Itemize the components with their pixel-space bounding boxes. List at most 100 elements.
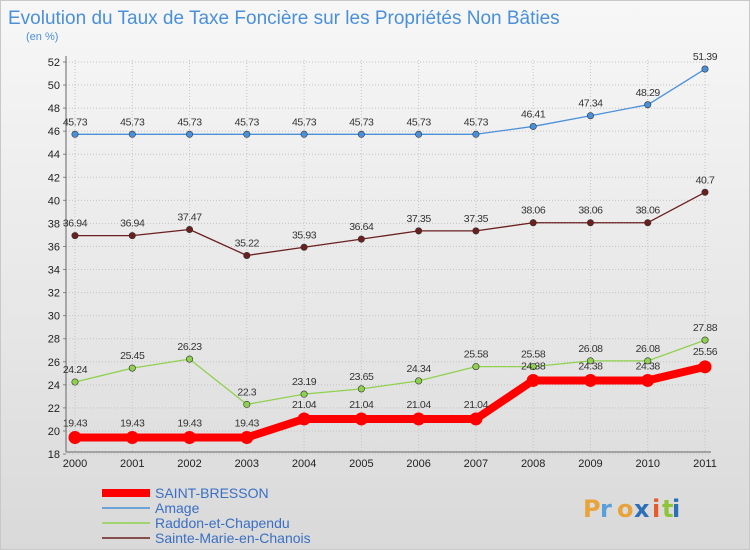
data-label: 21.04 [349, 399, 374, 411]
data-label: 26.23 [177, 341, 202, 353]
data-point [300, 130, 308, 138]
data-point [472, 363, 480, 371]
x-tick-label: 2007 [464, 458, 488, 470]
data-label: 21.04 [464, 399, 489, 411]
data-point [412, 412, 426, 426]
y-tick-label: 42 [48, 172, 60, 184]
y-axis-unit: (en %) [26, 31, 58, 43]
data-label: 35.93 [292, 229, 317, 241]
y-tick-label: 44 [48, 149, 60, 161]
data-label: 22.3 [237, 386, 256, 398]
data-label: 45.73 [464, 116, 489, 128]
data-point [300, 243, 308, 251]
x-tick-label: 2010 [635, 458, 659, 470]
data-label: 45.73 [292, 116, 317, 128]
data-point [243, 251, 251, 259]
logo-letter: r [600, 495, 612, 523]
logo-letter: x [634, 495, 650, 523]
data-label: 38.06 [521, 205, 546, 217]
legend-label-2: Raddon-et-Chapendu [155, 515, 290, 531]
data-point [644, 101, 652, 109]
data-label: 45.73 [177, 116, 202, 128]
y-tick-label: 46 [48, 126, 60, 138]
data-label: 35.22 [235, 237, 260, 249]
data-point [586, 357, 594, 365]
data-point [125, 431, 139, 445]
y-tick-label: 30 [48, 311, 60, 323]
y-tick-label: 20 [48, 426, 60, 438]
data-label: 48.29 [636, 87, 661, 99]
data-label: 23.65 [349, 371, 374, 383]
data-label: 47.34 [578, 98, 603, 110]
data-point [300, 390, 308, 398]
data-label: 38.06 [578, 205, 603, 217]
data-label: 23.19 [292, 376, 317, 388]
chart-title: Evolution du Taux de Taxe Foncière sur l… [8, 8, 560, 29]
y-tick-label: 40 [48, 195, 60, 207]
data-point [357, 385, 365, 393]
data-label: 26.08 [636, 343, 661, 355]
data-point [644, 357, 652, 365]
y-tick-label: 32 [48, 288, 60, 300]
data-point [529, 363, 537, 371]
data-point [415, 130, 423, 138]
series-layer [68, 65, 712, 445]
data-label: 19.43 [63, 418, 88, 430]
data-label: 37.47 [177, 212, 202, 224]
data-label: 37.35 [406, 213, 431, 225]
data-point [357, 130, 365, 138]
data-point [183, 431, 197, 445]
series-line-0 [71, 362, 709, 442]
data-label: 37.35 [464, 213, 489, 225]
x-tick-label: 2006 [406, 458, 430, 470]
y-tick-label: 28 [48, 334, 60, 346]
y-tick-label: 18 [48, 449, 60, 461]
y-tick-label: 38 [48, 218, 60, 230]
data-label: 27.88 [693, 322, 718, 334]
data-point [71, 130, 79, 138]
data-point [583, 373, 597, 387]
data-point [529, 122, 537, 130]
data-point [415, 377, 423, 385]
data-label: 24.38 [521, 360, 546, 372]
data-point [415, 227, 423, 235]
legend-label-1: Amage [155, 500, 200, 516]
data-label: 25.45 [120, 350, 145, 362]
data-point [529, 219, 537, 227]
data-point [128, 130, 136, 138]
data-label: 26.08 [578, 343, 603, 355]
data-point [526, 373, 540, 387]
data-point [243, 130, 251, 138]
data-point [701, 188, 709, 196]
data-point [586, 219, 594, 227]
data-point [297, 412, 311, 426]
data-label: 45.73 [120, 116, 145, 128]
data-label: 45.73 [235, 116, 260, 128]
legend-label-0: SAINT-BRESSON [155, 485, 269, 501]
x-tick-label: 2000 [63, 458, 87, 470]
data-label: 38.06 [636, 205, 661, 217]
data-label: 45.73 [349, 116, 374, 128]
logo-letter: P [583, 495, 601, 523]
series-line-2 [74, 339, 706, 406]
x-tick-label: 2009 [578, 458, 602, 470]
data-point [641, 373, 655, 387]
logo-letter: i [652, 495, 660, 523]
y-tick-label: 24 [48, 380, 60, 392]
x-tick-label: 2002 [177, 458, 201, 470]
data-point [68, 431, 82, 445]
y-tick-label: 34 [48, 265, 60, 277]
data-label: 25.58 [521, 349, 546, 361]
data-label: 21.04 [292, 399, 317, 411]
data-point [128, 364, 136, 372]
data-point [701, 336, 709, 344]
data-label: 25.58 [464, 349, 489, 361]
logo-letter: o [617, 495, 634, 523]
legend-label-3: Sainte-Marie-en-Chanois [155, 530, 311, 546]
data-point [698, 360, 712, 374]
x-tick-label: 2005 [349, 458, 373, 470]
data-point [354, 412, 368, 426]
data-label: 21.04 [406, 399, 431, 411]
data-label: 40.7 [696, 174, 715, 186]
